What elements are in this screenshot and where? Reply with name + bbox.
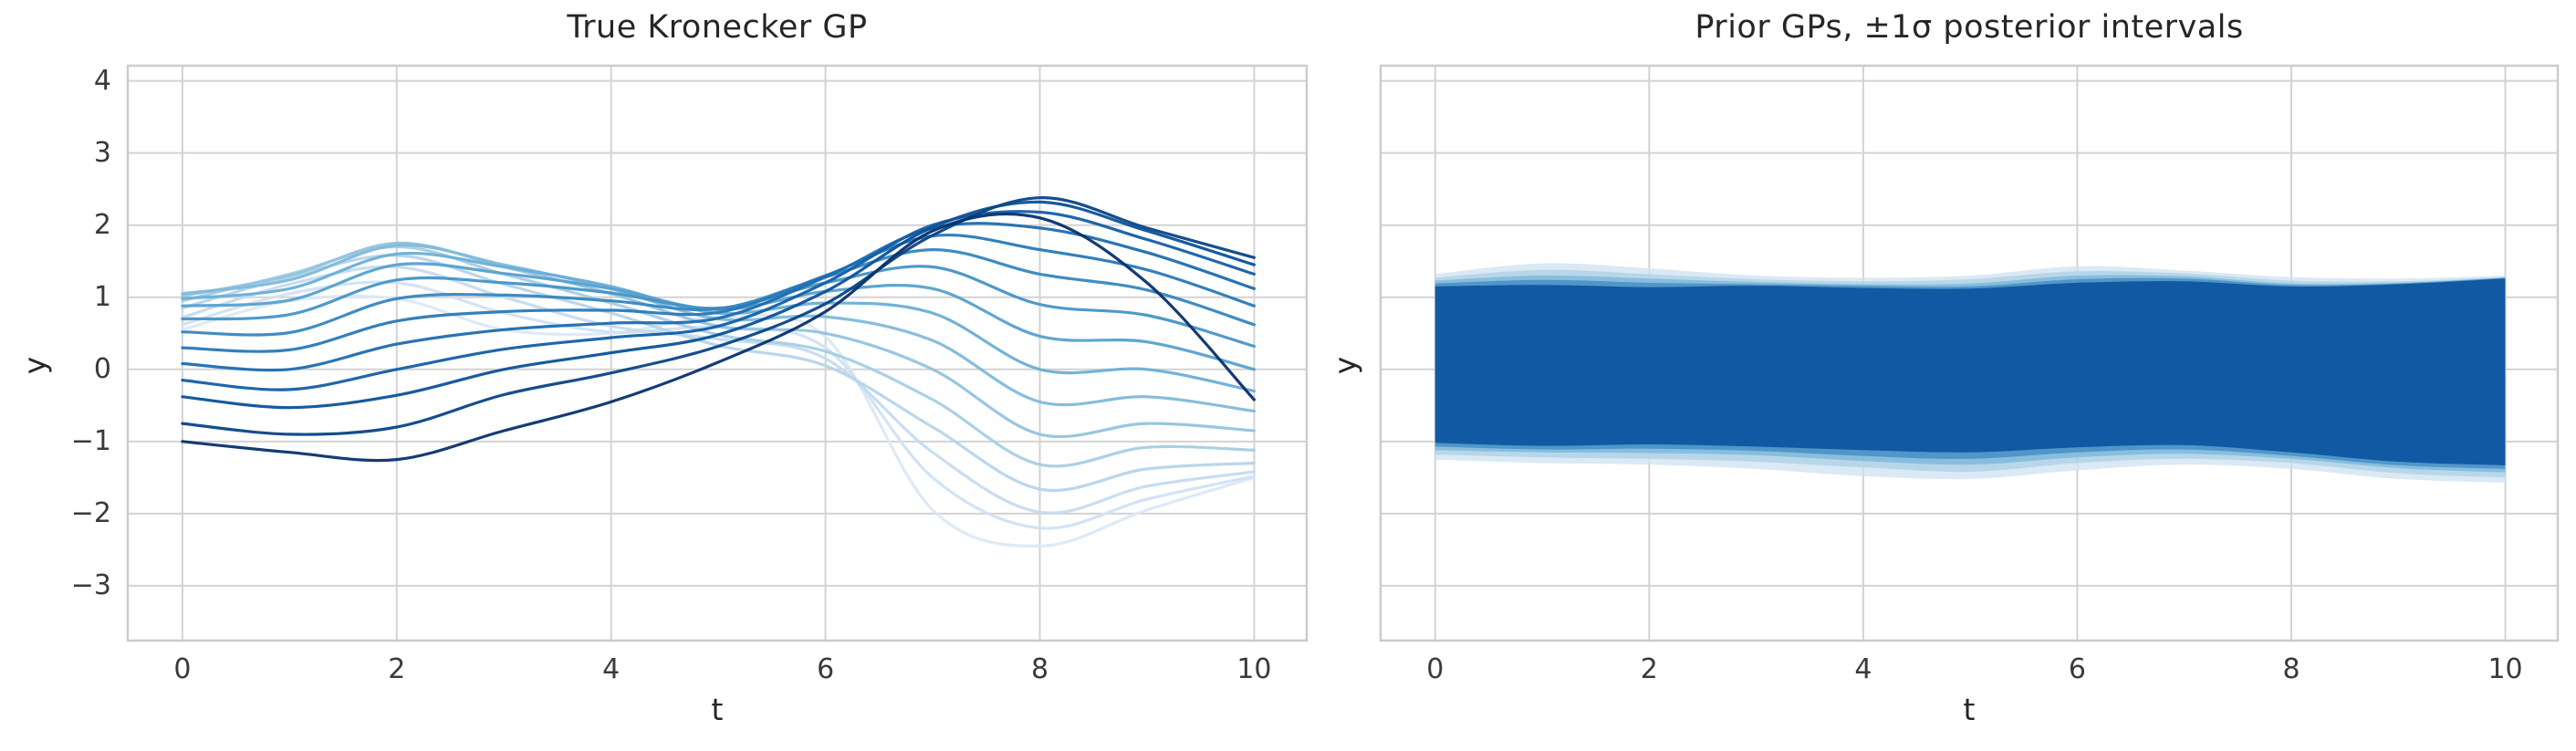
x-tick-label: 2 <box>388 653 406 685</box>
y-tick-label: 2 <box>93 208 111 241</box>
right-chart-title: Prior GPs, ±1σ posterior intervals <box>1695 9 2244 46</box>
x-tick-label: 6 <box>817 653 835 685</box>
gp-sample-curve <box>181 210 1256 391</box>
x-tick-label: 0 <box>173 653 192 685</box>
y-tick-label: 3 <box>93 136 111 169</box>
y-tick-label: −1 <box>70 424 111 457</box>
gp-sample-curve <box>181 247 1256 337</box>
gp-sample-curve <box>181 252 1256 393</box>
x-tick-label: 10 <box>2487 653 2523 685</box>
axes-frame <box>126 64 1309 642</box>
x-tick-label: 8 <box>1030 653 1049 685</box>
gp-sample-curve <box>181 294 1256 548</box>
gp-sample-curve <box>181 265 1256 515</box>
x-tick-label: 10 <box>1236 653 1272 685</box>
right-y-axis-label: y <box>1327 356 1363 375</box>
x-tick-label: 6 <box>2068 653 2086 685</box>
x-tick-label: 0 <box>1426 653 1444 685</box>
y-tick-label: −2 <box>70 496 111 529</box>
x-tick-label: 8 <box>2282 653 2300 685</box>
gp-sample-curve <box>181 222 1256 372</box>
x-tick-label: 4 <box>1854 653 1872 685</box>
gp-sample-curve <box>181 196 1256 436</box>
posterior-interval-band <box>1434 278 2506 465</box>
gp-sample-curve <box>181 212 1256 463</box>
y-tick-label: 1 <box>93 280 111 313</box>
gp-sample-curve <box>181 233 1256 353</box>
y-tick-label: 0 <box>93 352 111 385</box>
left-chart-title: True Kronecker GP <box>567 9 868 46</box>
x-tick-label: 4 <box>602 653 621 685</box>
gp-sample-curve <box>181 200 1256 410</box>
y-tick-label: 4 <box>93 64 111 97</box>
left-x-axis-label: t <box>711 692 724 727</box>
y-tick-label: −3 <box>70 568 111 601</box>
x-tick-label: 2 <box>1640 653 1658 685</box>
axes-frame <box>1379 64 2560 642</box>
right-x-axis-label: t <box>1963 692 1976 727</box>
